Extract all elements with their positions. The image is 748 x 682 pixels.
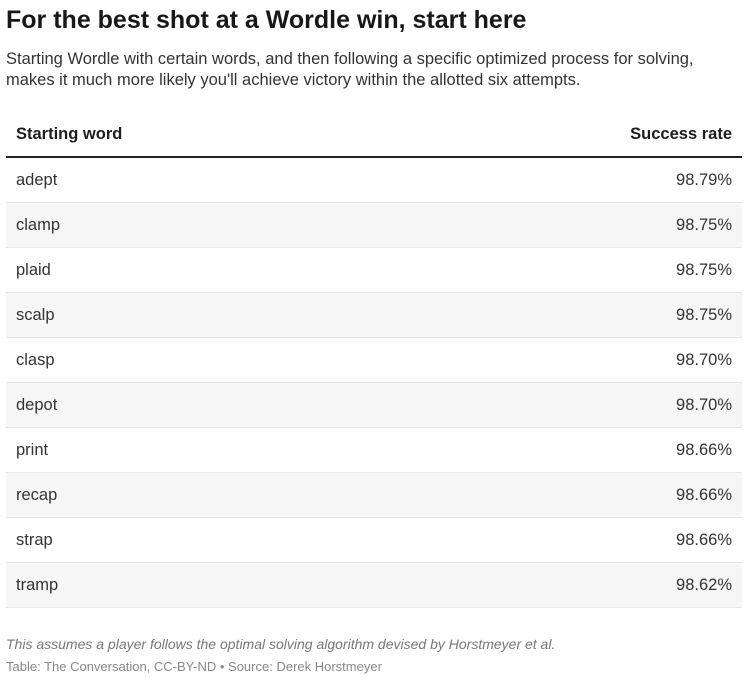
table-head: Starting word Success rate [6,113,742,158]
starting-word: tramp [6,562,381,608]
footnote: This assumes a player follows the optima… [6,636,556,652]
success-rate: 98.75% [380,292,742,338]
table-row: tramp 98.62% [6,562,742,608]
starting-word: print [6,427,381,473]
starting-word: scalp [6,292,381,338]
starting-word: depot [6,382,381,428]
starting-word: plaid [6,247,381,293]
header-row: Starting word Success rate [6,113,742,158]
starting-word: clamp [6,202,381,248]
column-header: Success rate [380,113,742,158]
data-table: Starting word Success rate adept 98.79% cla… [6,113,742,608]
table-row: scalp 98.75% [6,292,742,338]
table-row: print 98.66% [6,427,742,473]
success-rate: 98.79% [380,157,742,203]
success-rate: 98.75% [380,202,742,248]
table-row: plaid 98.75% [6,247,742,293]
table-row: clasp 98.70% [6,337,742,383]
starting-word: recap [6,472,381,518]
success-rate: 98.66% [380,427,742,473]
success-rate: 98.66% [380,472,742,518]
table-row: strap 98.66% [6,517,742,563]
starting-word: adept [6,157,381,203]
success-rate: 98.62% [380,562,742,608]
table-row: clamp 98.75% [6,202,742,248]
title: For the best shot at a Wordle win, start… [6,6,527,34]
success-rate: 98.70% [380,337,742,383]
table-row: depot 98.70% [6,382,742,428]
success-rate: 98.66% [380,517,742,563]
subtitle: Starting Wordle with certain words, and … [6,50,694,89]
source: Table: The Conversation, CC-BY-ND • Sour… [6,659,382,674]
starting-word: strap [6,517,381,563]
table-body: adept 98.79% clamp 98.75% plaid 98.75% scalp 98… [6,157,742,608]
table-row: adept 98.79% [6,157,742,203]
starting-word: clasp [6,337,381,383]
table-row: recap 98.66% [6,472,742,518]
success-rate: 98.75% [380,247,742,293]
success-rate: 98.70% [380,382,742,428]
column-header: Starting word [6,113,381,158]
